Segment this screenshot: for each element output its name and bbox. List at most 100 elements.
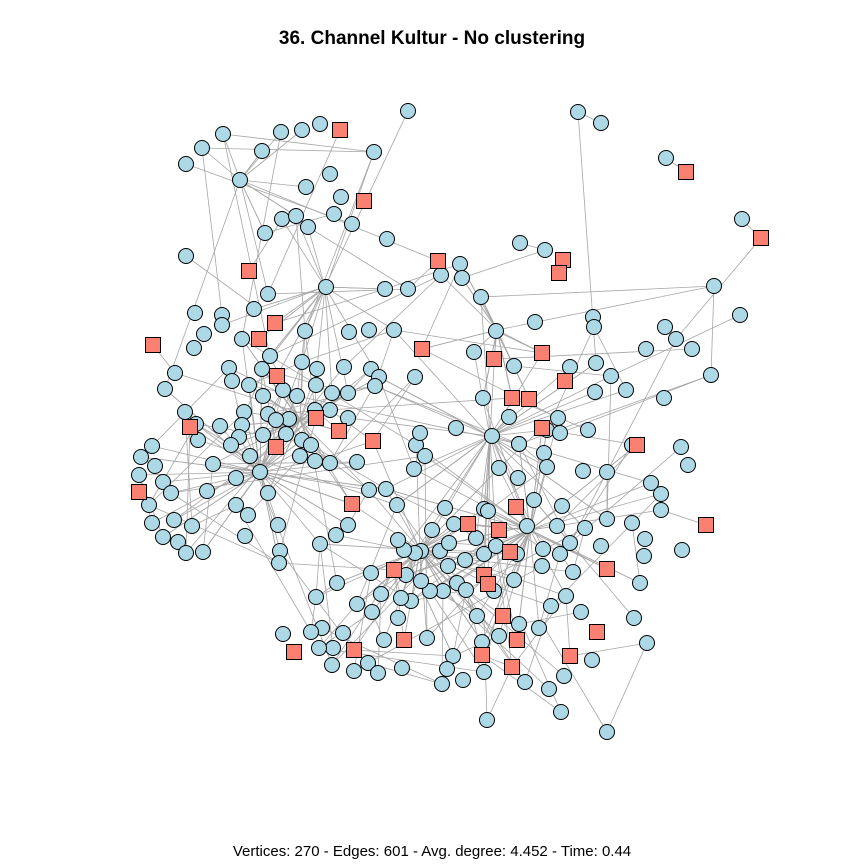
graph-edge (486, 666, 513, 721)
graph-edge (483, 508, 608, 570)
circle-vertex (488, 538, 504, 554)
circle-vertex (335, 625, 351, 641)
circle-vertex (297, 323, 313, 339)
circle-vertex (638, 341, 654, 357)
graph-edge (259, 471, 281, 552)
graph-edge (480, 285, 715, 298)
square-vertex (386, 562, 402, 578)
graph-edge (239, 179, 266, 234)
circle-vertex (147, 458, 163, 474)
circle-vertex (510, 470, 526, 486)
square-vertex (753, 230, 769, 246)
circle-vertex (212, 418, 228, 434)
circle-vertex (237, 528, 253, 544)
circle-vertex (439, 661, 455, 677)
circle-vertex (484, 428, 500, 444)
circle-vertex (340, 385, 356, 401)
circle-vertex (242, 448, 258, 464)
square-vertex (182, 419, 198, 435)
circle-vertex (422, 583, 438, 599)
square-vertex (474, 647, 490, 663)
graph-edge (420, 550, 485, 555)
circle-vertex (288, 208, 304, 224)
circle-vertex (673, 439, 689, 455)
graph-edge (489, 330, 497, 437)
circle-vertex (378, 481, 394, 497)
graph-edge (452, 589, 467, 657)
circle-vertex (552, 425, 568, 441)
circle-vertex (221, 360, 237, 376)
graph-edge (606, 375, 612, 520)
graph-edge (162, 471, 261, 538)
circle-vertex (734, 211, 750, 227)
square-vertex (145, 337, 161, 353)
square-vertex (308, 410, 324, 426)
circle-vertex (476, 664, 492, 680)
circle-vertex (199, 483, 215, 499)
circle-vertex (400, 281, 416, 297)
graph-edge (593, 326, 627, 391)
graph-edge (496, 329, 513, 399)
graph-edge (440, 274, 498, 331)
circle-vertex (184, 518, 200, 534)
circle-vertex (577, 520, 593, 536)
graph-edge (324, 286, 349, 394)
graph-edge (569, 642, 648, 657)
graph-edge (222, 133, 241, 181)
circle-vertex (575, 463, 591, 479)
circle-vertex (393, 590, 409, 606)
circle-vertex (170, 534, 186, 550)
circle-vertex (618, 382, 634, 398)
circle-vertex (390, 532, 406, 548)
circle-vertex (452, 256, 468, 272)
circle-vertex (241, 377, 257, 393)
graph-edge (384, 263, 461, 290)
circle-vertex (155, 474, 171, 490)
circle-vertex (205, 456, 221, 472)
circle-vertex (278, 426, 294, 442)
graph-edge (487, 466, 548, 512)
circle-vertex (389, 497, 405, 513)
circle-vertex (526, 492, 542, 508)
square-vertex (331, 423, 347, 439)
circle-vertex (458, 582, 474, 598)
graph-edge (424, 455, 531, 531)
circle-vertex (262, 348, 278, 364)
circle-vertex (541, 681, 557, 697)
circle-vertex (364, 604, 380, 620)
graph-edge (351, 503, 421, 551)
circle-vertex (593, 538, 609, 554)
circle-vertex (536, 445, 552, 461)
circle-vertex (309, 361, 325, 377)
graph-edge (307, 226, 409, 290)
graph-edge (356, 504, 398, 605)
circle-vertex (455, 672, 471, 688)
graph-edge (259, 471, 321, 545)
circle-vertex (587, 384, 603, 400)
square-vertex (534, 420, 550, 436)
circle-vertex (254, 143, 270, 159)
square-vertex (562, 648, 578, 664)
graph-edge (396, 435, 491, 506)
square-vertex (557, 373, 573, 389)
square-vertex (346, 642, 362, 658)
circle-vertex (553, 704, 569, 720)
circle-vertex (506, 572, 522, 588)
circle-vertex (270, 517, 286, 533)
circle-vertex (448, 420, 464, 436)
circle-vertex (637, 531, 653, 547)
graph-edge (529, 529, 641, 584)
graph-edge (274, 288, 386, 324)
circle-vertex (535, 541, 551, 557)
circle-vertex (361, 322, 377, 338)
circle-vertex (624, 515, 640, 531)
circle-vertex (177, 404, 193, 420)
circle-vertex (539, 459, 555, 475)
graph-edge (185, 426, 191, 554)
square-vertex (131, 484, 147, 500)
circle-vertex (732, 307, 748, 323)
graph-edge (324, 286, 333, 394)
graph-edge (222, 133, 271, 357)
square-vertex (269, 368, 285, 384)
square-vertex (344, 496, 360, 512)
